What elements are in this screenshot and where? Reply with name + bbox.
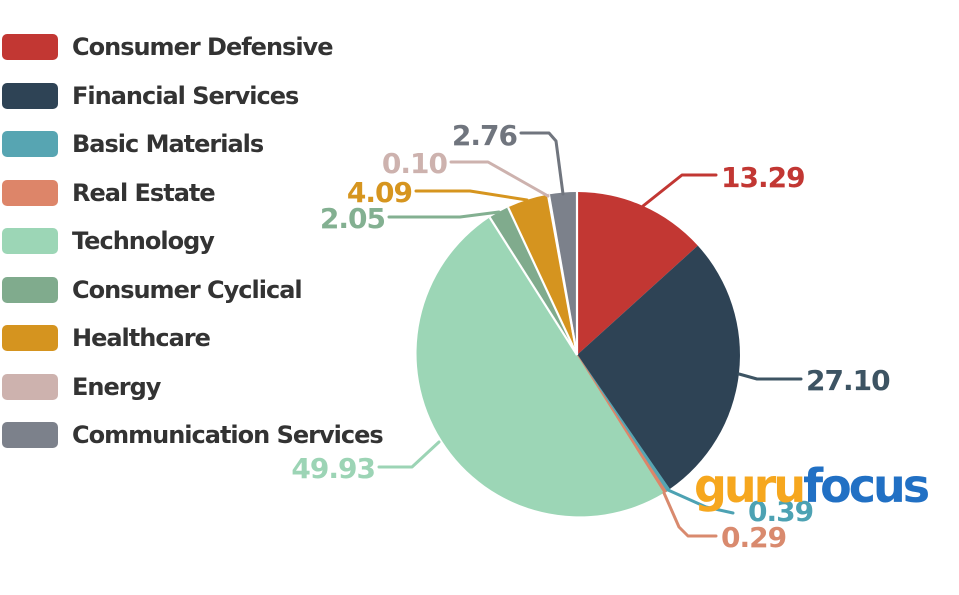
pie-slice-financial-services — [577, 245, 740, 490]
leader-line-real-estate — [662, 491, 718, 538]
leader-line-basic-materials — [666, 488, 735, 515]
leader-lines-group — [377, 131, 803, 538]
legend-swatch-basic-materials — [2, 131, 58, 157]
legend-label: Healthcare — [72, 324, 211, 352]
leader-line-consumer-defensive — [641, 173, 718, 208]
legend-item-energy: Energy — [2, 373, 383, 401]
legend-swatch-consumer-defensive — [2, 34, 58, 60]
value-label-energy: 0.10 — [382, 147, 448, 180]
pie-slice-consumer-defensive — [577, 192, 698, 355]
value-label-real-estate: 0.29 — [721, 521, 786, 554]
leader-line-technology — [377, 440, 441, 469]
value-label-consumer-defensive: 13.29 — [721, 161, 805, 194]
legend-swatch-real-estate — [2, 179, 58, 206]
slice-separators-group — [488, 192, 579, 356]
logo-focus-text: focus — [803, 459, 930, 513]
leader-line-communication-services — [519, 131, 565, 196]
value-labels-group: 13.29 27.10 0.390.29 49.93 2.054.090.102.76 — [291, 119, 891, 554]
legend-label: Energy — [72, 372, 161, 401]
gurufocus-logo: gurufocus — [694, 463, 930, 509]
legend-item-healthcare: Healthcare — [2, 324, 383, 352]
pie-slice-healthcare — [508, 194, 577, 355]
legend-label: Real Estate — [72, 178, 216, 207]
value-label-basic-materials: 0.39 — [748, 495, 813, 528]
legend-label: Basic Materials — [72, 130, 264, 158]
leader-line-financial-services — [737, 372, 803, 381]
value-label-technology: 49.93 — [291, 452, 375, 485]
value-label-consumer-cyclical: 2.05 — [320, 202, 385, 235]
logo-guru-text: guru — [694, 459, 806, 513]
legend-label: Communication Services — [72, 421, 384, 449]
value-label-healthcare: 4.09 — [347, 176, 412, 209]
legend-swatch-communication-services — [2, 422, 58, 448]
pie-slices-group — [416, 191, 740, 517]
slice-separator-line — [547, 194, 579, 356]
value-label-financial-services: 27.10 — [806, 364, 890, 397]
legend-swatch-healthcare — [2, 325, 58, 351]
legend-item-consumer-cyclical: Consumer Cyclical — [2, 276, 383, 304]
value-label-communication-services: 2.76 — [452, 119, 517, 152]
pie-slice-consumer-cyclical — [489, 207, 577, 355]
legend-swatch-technology — [2, 228, 58, 254]
slice-separator-line — [488, 216, 578, 356]
legend-item-basic-materials: Basic Materials — [2, 130, 383, 158]
legend-item-financial-services: Financial Services — [2, 82, 383, 110]
leader-line-healthcare — [414, 189, 529, 202]
legend-label: Consumer Cyclical — [72, 275, 303, 304]
legend: Consumer Defensive Financial Services Ba… — [2, 33, 384, 449]
legend-label: Technology — [72, 227, 215, 255]
legend-swatch-financial-services — [2, 82, 58, 109]
leader-line-consumer-cyclical — [387, 210, 501, 219]
legend-label: Consumer Defensive — [72, 33, 333, 61]
legend-item-consumer-defensive: Consumer Defensive — [2, 33, 383, 61]
pie-slice-technology — [416, 217, 664, 517]
legend-item-real-estate: Real Estate — [2, 179, 383, 207]
legend-swatch-consumer-cyclical — [2, 276, 58, 303]
leader-line-energy — [449, 160, 550, 198]
legend-label: Financial Services — [72, 81, 299, 110]
legend-swatch-energy — [2, 373, 58, 400]
legend-item-communication-services: Communication Services — [2, 421, 384, 449]
slice-separator-line — [507, 206, 578, 356]
legend-item-technology: Technology — [2, 227, 383, 255]
